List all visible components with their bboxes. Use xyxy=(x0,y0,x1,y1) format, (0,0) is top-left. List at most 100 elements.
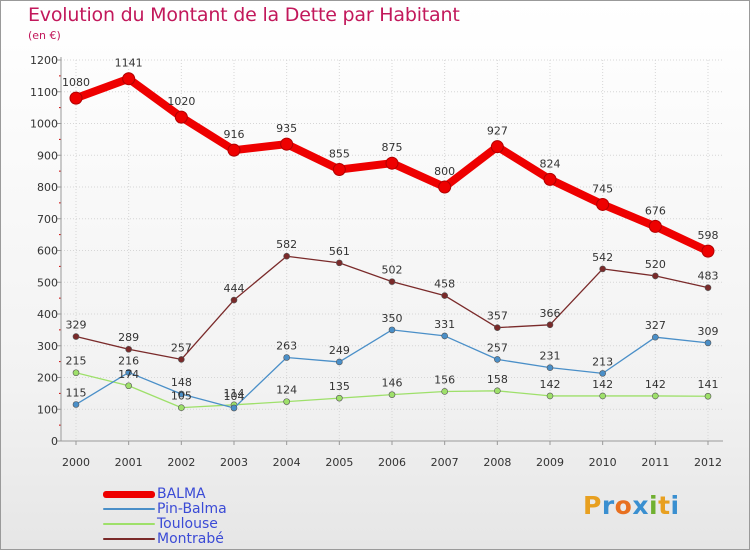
data-point-balma xyxy=(69,91,83,105)
data-label-pin-balma: 213 xyxy=(592,355,613,368)
data-point-montrabé xyxy=(704,284,712,291)
data-point-montrabé xyxy=(125,345,132,353)
data-label-montrabé: 582 xyxy=(276,238,297,251)
data-point-balma xyxy=(332,163,346,177)
y-tick-label: 800 xyxy=(37,181,58,194)
data-label-balma: 927 xyxy=(487,125,508,138)
data-point-pin-balma xyxy=(599,370,606,377)
logo-letter: x xyxy=(632,491,649,520)
x-tick-label: 2007 xyxy=(431,456,459,469)
data-point-balma xyxy=(227,143,241,157)
data-label-toulouse: 124 xyxy=(276,384,297,397)
data-point-toulouse xyxy=(336,394,343,402)
data-point-montrabé xyxy=(72,333,80,340)
data-label-montrabé: 502 xyxy=(382,264,403,277)
data-label-balma: 935 xyxy=(276,122,297,135)
x-tick-label: 2004 xyxy=(273,456,301,469)
data-label-pin-balma: 115 xyxy=(66,386,87,399)
x-tick-label: 2010 xyxy=(589,456,617,469)
data-label-montrabé: 257 xyxy=(171,341,192,354)
x-tick-label: 2006 xyxy=(378,456,406,469)
data-label-pin-balma: 231 xyxy=(540,350,561,363)
data-label-montrabé: 444 xyxy=(224,282,245,295)
data-point-pin-balma xyxy=(336,358,343,366)
logo-letter: i xyxy=(649,491,659,520)
data-point-pin-balma xyxy=(546,364,554,371)
axis-layer: 0 100 200 300 400 500 600 700 800 900 1000 1100 1200… xyxy=(30,54,723,469)
data-point-toulouse xyxy=(178,404,185,411)
chart-title: Evolution du Montant de la Dette par Hab… xyxy=(28,4,460,26)
data-point-pin-balma xyxy=(230,404,238,412)
data-point-toulouse xyxy=(72,369,80,377)
data-label-toulouse: 114 xyxy=(224,387,245,400)
data-label-montrabé: 458 xyxy=(434,278,455,291)
legend-label-toulouse: Toulouse xyxy=(157,516,218,532)
data-point-montrabé xyxy=(336,259,343,267)
y-tick-label: 100 xyxy=(37,403,58,416)
data-point-montrabé xyxy=(441,292,448,299)
y-tick-label: 700 xyxy=(37,213,58,226)
data-point-montrabé xyxy=(388,278,396,285)
data-label-balma: 598 xyxy=(698,229,719,242)
data-label-toulouse: 142 xyxy=(592,378,613,391)
data-label-balma: 855 xyxy=(329,148,350,161)
y-tick-label: 1200 xyxy=(30,54,58,67)
data-label-toulouse: 156 xyxy=(434,373,455,386)
data-label-pin-balma: 331 xyxy=(434,318,455,331)
data-point-balma xyxy=(490,140,504,154)
proxiti-logo: Proxiti xyxy=(583,491,680,520)
data-label-montrabé: 357 xyxy=(487,310,508,323)
data-label-balma: 824 xyxy=(540,157,561,170)
data-label-toulouse: 146 xyxy=(382,377,403,390)
data-point-pin-balma xyxy=(652,333,659,341)
data-label-balma: 1141 xyxy=(115,57,143,70)
logo-letter: r xyxy=(601,491,615,520)
series-layer xyxy=(69,72,715,412)
data-point-montrabé xyxy=(599,265,606,273)
data-point-pin-balma xyxy=(388,326,396,334)
data-point-toulouse xyxy=(494,387,501,395)
x-tick-label: 2009 xyxy=(536,456,564,469)
data-point-montrabé xyxy=(178,356,185,363)
data-label-balma: 800 xyxy=(434,165,455,178)
legend-label-balma: BALMA xyxy=(157,486,206,502)
data-label-layer: 1080 1141 1020 916 935 855 875 800 927 824 745 676 5… xyxy=(62,57,719,403)
x-tick-label: 2003 xyxy=(220,456,248,469)
data-label-montrabé: 329 xyxy=(66,319,87,332)
data-point-balma xyxy=(701,244,715,258)
y-tick-label: 900 xyxy=(37,149,58,162)
data-point-pin-balma xyxy=(178,390,185,398)
data-label-pin-balma: 257 xyxy=(487,341,508,354)
legend-swatch-balma xyxy=(103,490,155,498)
data-label-pin-balma: 350 xyxy=(382,312,403,325)
legend-swatch-montrabe xyxy=(103,538,155,540)
data-point-toulouse xyxy=(652,392,659,400)
data-point-montrabé xyxy=(546,321,554,329)
data-point-balma xyxy=(385,156,399,170)
x-tick-label: 2001 xyxy=(115,456,143,469)
data-point-toulouse xyxy=(125,382,132,390)
data-point-balma xyxy=(174,110,188,124)
x-tick-label: 2008 xyxy=(483,456,511,469)
data-label-pin-balma: 263 xyxy=(276,339,297,352)
logo-letter: P xyxy=(583,491,602,520)
legend-label-montrabe: Montrabé xyxy=(157,531,224,547)
data-label-toulouse: 105 xyxy=(171,390,192,403)
data-point-pin-balma xyxy=(125,369,132,376)
data-point-toulouse xyxy=(599,392,606,400)
x-tick-label: 2005 xyxy=(325,456,353,469)
data-point-pin-balma xyxy=(72,401,80,408)
data-point-montrabé xyxy=(494,324,501,331)
data-point-toulouse xyxy=(546,392,554,400)
data-label-pin-balma: 148 xyxy=(171,376,192,389)
grid-layer xyxy=(61,59,723,441)
data-point-pin-balma xyxy=(441,332,448,340)
data-point-montrabé xyxy=(652,272,659,280)
y-tick-label: 200 xyxy=(37,372,58,385)
x-tick-label: 2012 xyxy=(694,456,722,469)
data-label-montrabé: 561 xyxy=(329,245,350,258)
data-point-balma xyxy=(438,180,452,194)
data-label-montrabé: 542 xyxy=(592,251,613,264)
data-label-toulouse: 141 xyxy=(698,378,719,391)
